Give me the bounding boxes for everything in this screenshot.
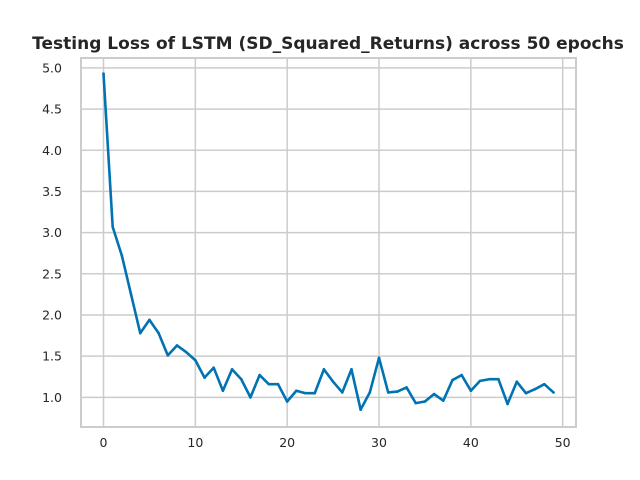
grid-lines: [81, 58, 576, 427]
data-point: [497, 377, 500, 381]
data-point: [451, 378, 454, 382]
data-point: [166, 354, 170, 357]
data-point: [331, 380, 335, 383]
series-layer: [102, 72, 555, 412]
series-line-0: [102, 72, 555, 412]
x-tick-label: 0: [100, 435, 108, 450]
data-point: [506, 402, 509, 406]
data-point: [340, 391, 344, 394]
data-point: [304, 391, 307, 395]
y-tick-label: 5.0: [42, 60, 62, 75]
data-point: [359, 408, 362, 412]
data-point: [258, 373, 261, 377]
x-tick-label: 30: [371, 435, 387, 450]
data-point: [212, 366, 216, 369]
tick-labels: 0 10 20 30 40 50 1.0 1.5 2.0 2.5 3.0 3.5 4.0 4.5 5.0: [42, 60, 571, 450]
y-tick-label: 2.0: [42, 307, 62, 322]
x-tick-label: 10: [187, 435, 203, 450]
data-point: [350, 368, 353, 371]
data-point: [469, 389, 473, 393]
data-point: [524, 391, 528, 395]
y-tick-label: 3.5: [42, 184, 62, 199]
data-point: [249, 396, 252, 399]
data-point: [102, 72, 105, 75]
data-point: [295, 389, 298, 393]
data-point: [203, 376, 206, 379]
data-point: [148, 318, 151, 322]
y-tick-label: 4.0: [42, 143, 62, 158]
data-point: [267, 382, 271, 386]
data-point: [441, 399, 445, 402]
data-point: [552, 391, 555, 394]
x-tick-label: 40: [463, 435, 479, 450]
data-point: [487, 377, 491, 381]
data-point: [175, 344, 179, 347]
data-point: [194, 358, 197, 362]
data-point: [478, 379, 482, 383]
data-point: [285, 400, 289, 403]
x-tick-label: 50: [555, 435, 571, 450]
data-point: [138, 331, 142, 335]
y-tick-label: 2.5: [42, 266, 62, 281]
data-point: [120, 254, 124, 257]
data-point: [377, 356, 381, 360]
y-tick-label: 1.5: [42, 349, 62, 364]
data-point: [111, 225, 114, 229]
data-point: [221, 389, 225, 393]
data-point: [423, 400, 427, 403]
data-point: [543, 382, 546, 386]
data-point: [313, 391, 317, 395]
data-point: [276, 382, 280, 386]
data-point: [396, 390, 399, 393]
data-point: [129, 293, 133, 296]
data-point: [460, 373, 463, 377]
y-tick-label: 1.0: [42, 390, 62, 405]
data-point: [157, 331, 160, 335]
x-tick-label: 20: [279, 435, 295, 450]
data-point: [414, 401, 418, 405]
chart-title: Testing Loss of LSTM (SD_Squared_Returns…: [32, 34, 624, 54]
data-point: [432, 392, 436, 396]
data-point: [322, 368, 326, 371]
data-point: [515, 380, 519, 383]
data-point: [405, 386, 408, 389]
data-point: [368, 391, 372, 394]
data-point: [533, 387, 537, 391]
plot-frame: [80, 57, 577, 428]
data-point: [184, 350, 188, 354]
data-point: [239, 377, 243, 381]
y-tick-label: 4.5: [42, 102, 62, 117]
data-point: [386, 391, 390, 394]
data-point: [230, 368, 234, 371]
y-tick-label: 3.0: [42, 225, 62, 240]
